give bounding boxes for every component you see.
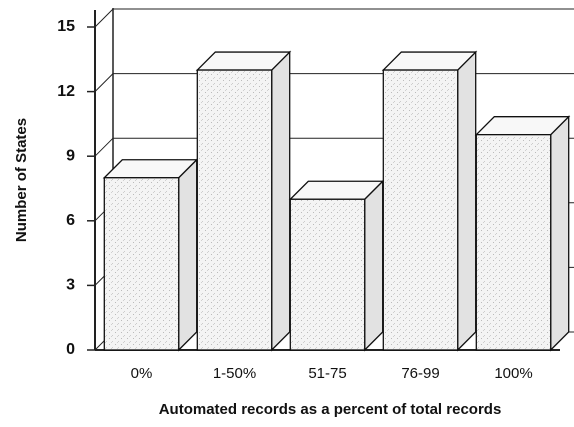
bar — [382, 69, 459, 351]
y-tick-label: 6 — [66, 212, 75, 229]
bar — [289, 198, 366, 351]
x-tick-label: 0% — [131, 365, 153, 382]
x-tick-label: 1-50% — [213, 365, 256, 382]
bar-side — [457, 50, 477, 352]
bar — [103, 177, 180, 351]
y-tick-label: 3 — [66, 277, 75, 294]
x-tick-label: 100% — [494, 365, 532, 382]
y-tick-label: 9 — [66, 147, 75, 164]
grid-line — [94, 73, 114, 92]
bar — [196, 69, 273, 351]
grid-line — [94, 137, 114, 157]
x-tick-label: 51-75 — [308, 365, 346, 382]
bar-side — [178, 158, 198, 352]
bar-side — [271, 50, 291, 352]
x-tick-label: 76-99 — [401, 365, 439, 382]
y-tick-label: 12 — [57, 83, 75, 100]
y-tick-label: 15 — [57, 18, 75, 35]
y-axis-title: Number of States — [13, 118, 30, 242]
x-axis-title: Automated records as a percent of total … — [159, 401, 502, 418]
grid-line — [94, 8, 114, 28]
bar-side — [550, 115, 570, 352]
y-tick-label: 0 — [66, 341, 75, 358]
bar-side — [364, 179, 384, 352]
bar — [475, 134, 552, 351]
